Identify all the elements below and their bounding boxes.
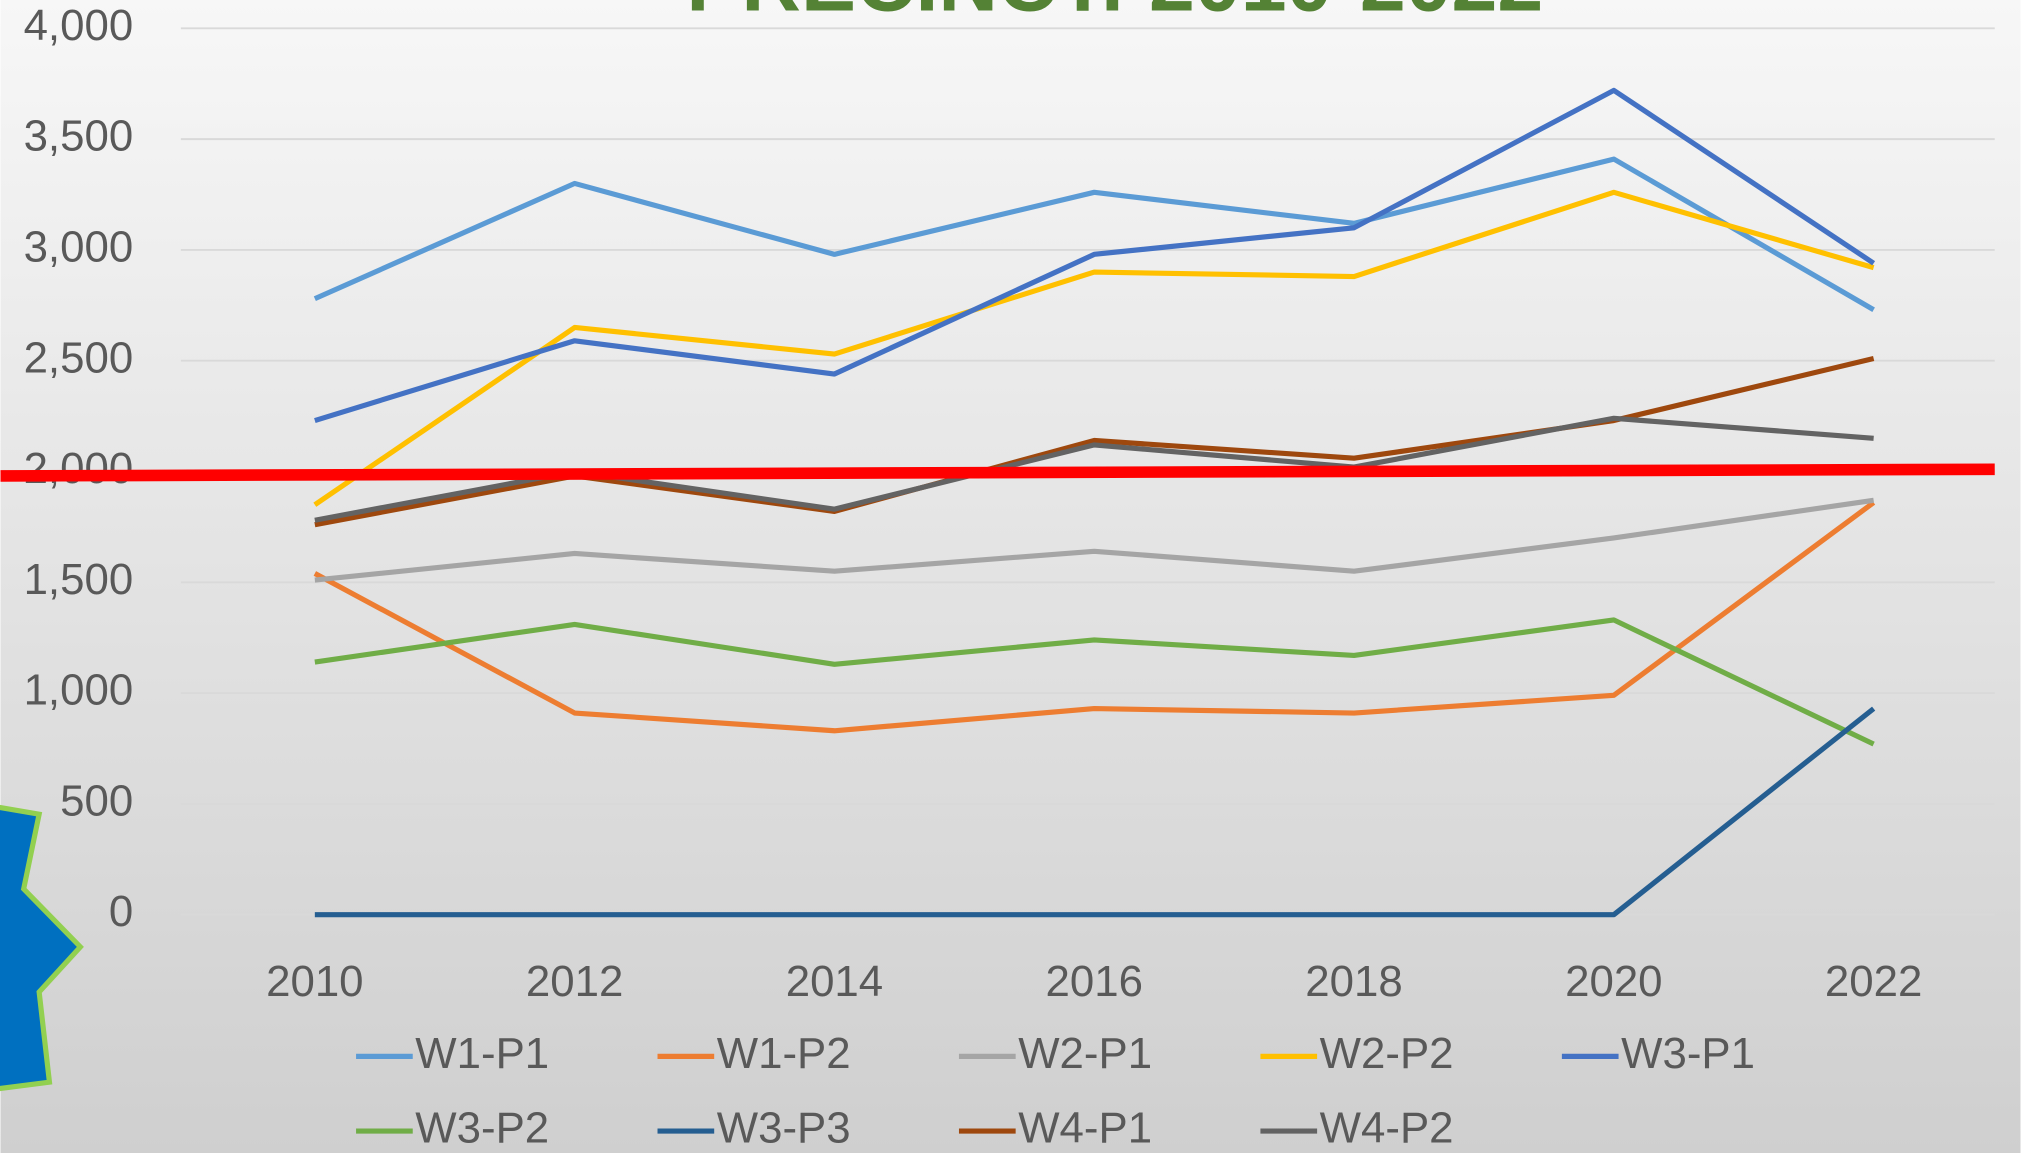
- reference-line: [0, 469, 1994, 476]
- y-tick-label: 3,500: [24, 112, 134, 161]
- legend-label: W1-P1: [415, 1029, 549, 1078]
- y-tick-label: 1,500: [24, 555, 134, 604]
- legend-label: W2-P2: [1320, 1029, 1454, 1078]
- x-tick-label: 2012: [526, 957, 623, 1006]
- y-tick-label: 2,500: [24, 333, 134, 382]
- y-tick-label: 4,000: [24, 1, 134, 50]
- x-tick-label: 2016: [1046, 957, 1143, 1006]
- legend-label: W3-P2: [415, 1104, 549, 1153]
- chart: PRECINCT: 2010-2022 0 500 1,000 1,500 2,000 2…: [0, 0, 2021, 1153]
- y-tick-label: 3,000: [24, 222, 134, 271]
- legend-label: W2-P1: [1018, 1029, 1152, 1078]
- x-tick-label: 2022: [1825, 957, 1922, 1006]
- legend-label: W3-P3: [717, 1104, 851, 1153]
- x-tick-label: 2020: [1565, 957, 1662, 1006]
- legend-label: W3-P1: [1621, 1029, 1755, 1078]
- legend-label: W4-P1: [1018, 1104, 1152, 1153]
- x-tick-label: 2010: [266, 957, 363, 1006]
- x-tick-label: 2018: [1305, 957, 1402, 1006]
- legend-label: W1-P2: [717, 1029, 851, 1078]
- y-tick-label: 1,000: [24, 666, 134, 715]
- chart-title: PRECINCT: 2010-2022: [686, 0, 1543, 28]
- y-tick-label: 0: [109, 887, 133, 936]
- legend-label: W4-P2: [1320, 1104, 1454, 1153]
- x-tick-label: 2014: [786, 957, 883, 1006]
- y-tick-label: 2,000: [24, 444, 134, 493]
- y-tick-label: 500: [60, 776, 133, 825]
